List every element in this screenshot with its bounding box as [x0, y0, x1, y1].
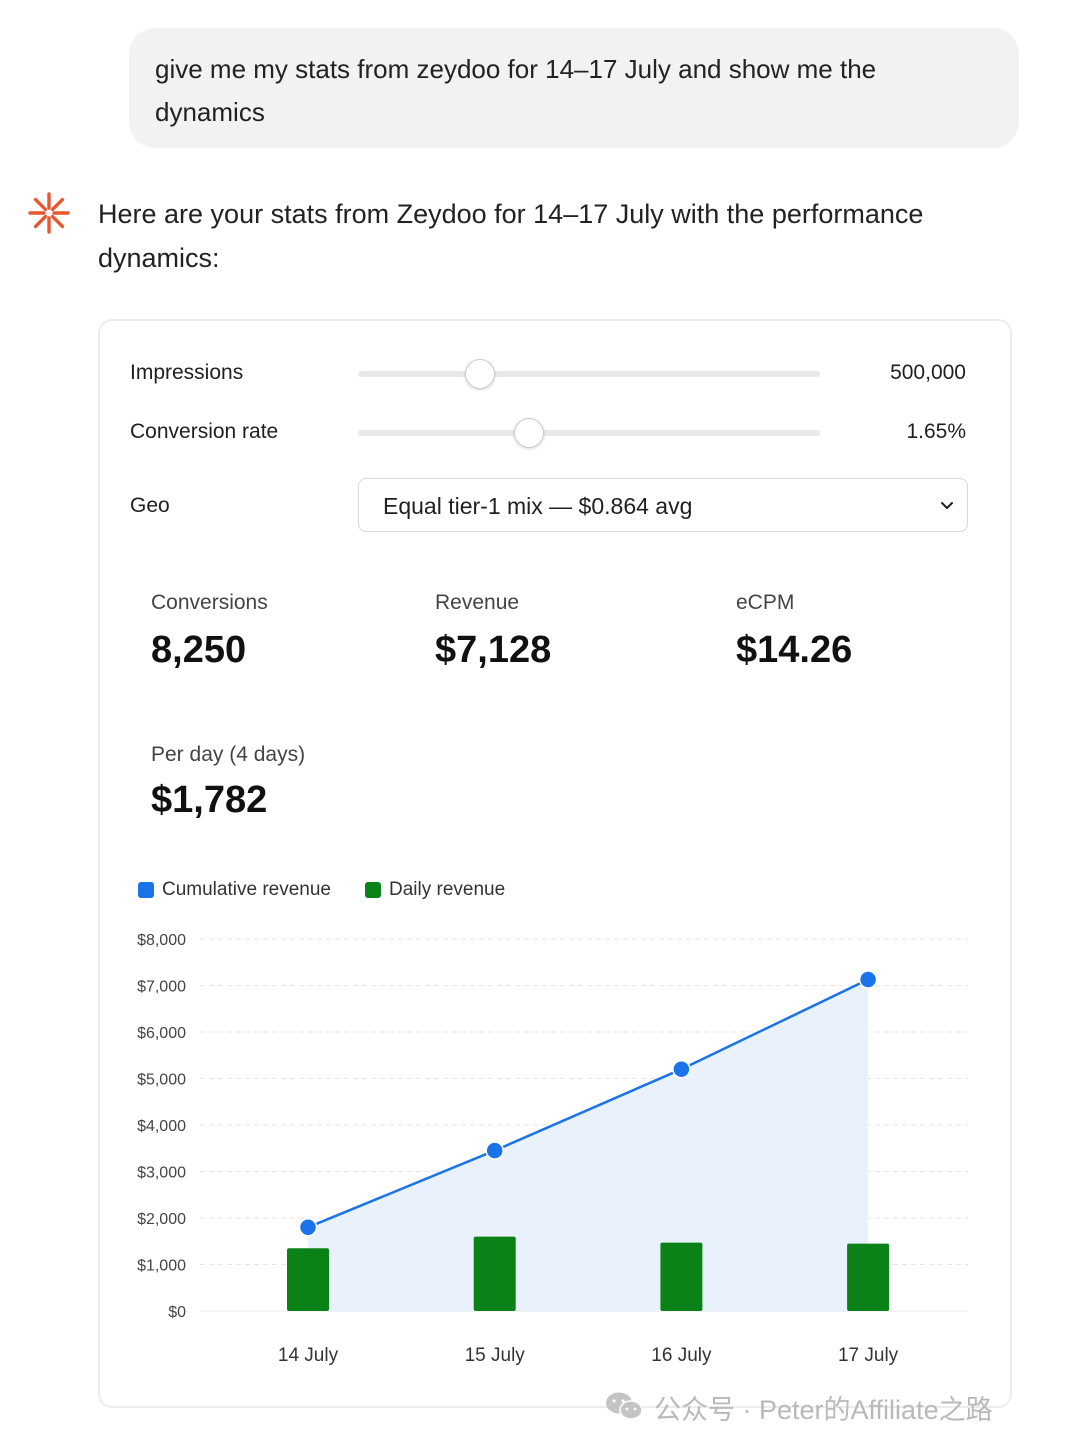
legend-swatch-daily: [365, 882, 381, 898]
daily-revenue-bar: [660, 1242, 703, 1311]
geo-label: Geo: [130, 494, 170, 517]
legend-cumulative: Cumulative revenue: [138, 879, 348, 903]
per-day-label: Per day (4 days): [151, 743, 306, 766]
y-tick-label: $6,000: [137, 1025, 186, 1042]
geo-selected-value: Equal tier-1 mix — $0.864 avg: [383, 493, 693, 519]
impressions-value: 500,000: [890, 361, 966, 384]
wechat-icon: [606, 1392, 643, 1420]
impressions-slider-thumb[interactable]: [465, 359, 496, 389]
watermark: 公众号 · Peter的Affiliate之路: [604, 1386, 1064, 1426]
x-tick-label: 17 July: [838, 1345, 899, 1366]
cumulative-revenue-line: [307, 978, 869, 1229]
cumulative-area: [308, 979, 869, 1311]
x-tick-label: 14 July: [278, 1345, 339, 1366]
sparkle-asterisk-icon: [28, 192, 70, 234]
conversion-rate-slider-thumb[interactable]: [513, 418, 544, 448]
assistant-message: Here are your stats from Zeydoo for 14–1…: [98, 199, 924, 273]
revenue-value: $7,128: [435, 629, 552, 671]
y-tick-label: $0: [168, 1304, 186, 1321]
x-tick-label: 15 July: [465, 1345, 526, 1366]
y-tick-label: $3,000: [137, 1165, 186, 1182]
y-tick-label: $8,000: [137, 932, 186, 949]
watermark-text: 公众号 · Peter的Affiliate之路: [654, 1395, 993, 1425]
y-tick-label: $5,000: [137, 1072, 186, 1089]
legend-daily: Daily revenue: [365, 879, 535, 903]
cumulative-revenue-point: [298, 1218, 318, 1237]
cumulative-revenue-point: [672, 1059, 691, 1079]
chevron-down-icon: [941, 502, 953, 509]
y-tick-label: $2,000: [137, 1211, 186, 1228]
conversions-value: 8,250: [151, 629, 247, 671]
y-tick-label: $7,000: [137, 979, 186, 996]
y-tick-label: $1,000: [137, 1258, 186, 1275]
geo-select[interactable]: Equal tier-1 mix — $0.864 avg: [358, 478, 968, 532]
cumulative-revenue-point: [858, 970, 878, 989]
conversions-label: Conversions: [151, 591, 268, 614]
legend-label-daily: Daily revenue: [389, 879, 506, 900]
daily-revenue-bar: [473, 1236, 516, 1311]
daily-revenue-bar: [847, 1243, 890, 1311]
cumulative-revenue-point: [485, 1141, 504, 1160]
conversion-rate-label: Conversion rate: [130, 420, 279, 443]
ecpm-label: eCPM: [736, 591, 795, 614]
revenue-calculator-widget: Impressions 500,000 Conversion rate 1.65…: [98, 319, 1012, 1408]
legend-swatch-cumulative: [138, 882, 154, 898]
revenue-label: Revenue: [435, 591, 520, 614]
daily-revenue-bar: [287, 1248, 329, 1311]
y-tick-label: $4,000: [137, 1118, 186, 1135]
legend-label-cumulative: Cumulative revenue: [162, 879, 331, 900]
conversion-rate-slider-track[interactable]: [358, 430, 820, 436]
user-message-bubble: give me my stats from zeydoo for 14–17 J…: [129, 28, 1019, 148]
per-day-value: $1,782: [151, 779, 268, 821]
user-message-text: give me my stats from zeydoo for 14–17 J…: [155, 54, 877, 127]
impressions-label: Impressions: [130, 361, 244, 384]
x-tick-label: 16 July: [651, 1345, 712, 1366]
ecpm-value: $14.26: [736, 629, 853, 671]
conversion-rate-value: 1.65%: [906, 420, 966, 443]
impressions-slider-track[interactable]: [358, 371, 820, 377]
revenue-chart: $0 $1,000 $2,000 $3,000 $4,000 $5,000 $6,000 $7…: [137, 932, 968, 1366]
